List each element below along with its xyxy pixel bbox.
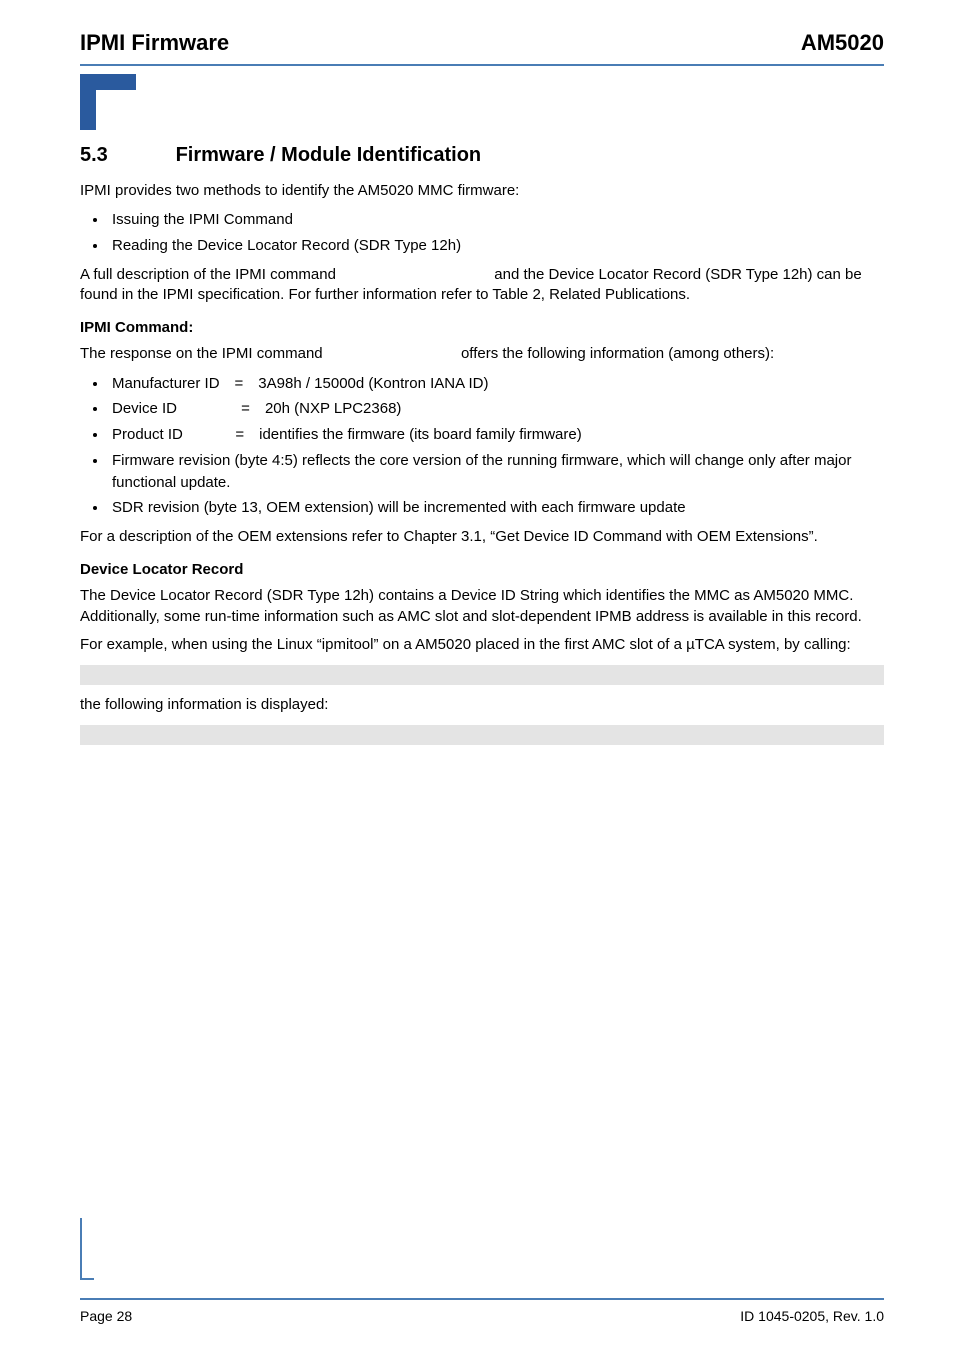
footer-docid: ID 1045-0205, Rev. 1.0 bbox=[740, 1308, 884, 1324]
full-description: A full description of the IPMI command a… bbox=[80, 265, 884, 306]
section-number: 5.3 bbox=[80, 144, 170, 167]
device-locator-heading: Device Locator Record bbox=[80, 561, 884, 578]
list-item: Reading the Device Locator Record (SDR T… bbox=[108, 235, 884, 257]
oem-reference: For a description of the OEM extensions … bbox=[80, 527, 884, 547]
following-info: the following information is displayed: bbox=[80, 695, 884, 715]
methods-list: Issuing the IPMI Command Reading the Dev… bbox=[108, 209, 884, 257]
header-right: AM5020 bbox=[801, 30, 884, 56]
list-item: Firmware revision (byte 4:5) reflects th… bbox=[108, 450, 884, 494]
text-run: A full description of the IPMI command bbox=[80, 266, 340, 283]
list-item: Issuing the IPMI Command bbox=[108, 209, 884, 231]
device-locator-p1: The Device Locator Record (SDR Type 12h)… bbox=[80, 586, 884, 627]
page-footer: Page 28 ID 1045-0205, Rev. 1.0 bbox=[80, 1290, 884, 1324]
ipmi-command-intro: The response on the IPMI command offers … bbox=[80, 344, 884, 364]
ipmi-command-heading: IPMI Command: bbox=[80, 319, 884, 336]
intro-paragraph: IPMI provides two methods to identify th… bbox=[80, 181, 884, 201]
header-left: IPMI Firmware bbox=[80, 30, 229, 56]
section-heading: 5.3 Firmware / Module Identification bbox=[80, 144, 884, 167]
section-title: Firmware / Module Identification bbox=[176, 144, 482, 166]
list-item: Product ID = identifies the firmware (it… bbox=[108, 424, 884, 446]
footer-bracket-decoration bbox=[80, 1218, 94, 1280]
code-placeholder-bar bbox=[80, 665, 884, 685]
brand-logo bbox=[80, 74, 160, 134]
footer-page: Page 28 bbox=[80, 1308, 132, 1324]
text-run: offers the following information (among … bbox=[461, 345, 774, 362]
device-locator-p2: For example, when using the Linux “ipmit… bbox=[80, 635, 884, 655]
output-placeholder-bar bbox=[80, 725, 884, 745]
footer-rule bbox=[80, 1298, 884, 1300]
command-details-list: Manufacturer ID = 3A98h / 15000d (Kontro… bbox=[108, 373, 884, 520]
header-rule bbox=[80, 64, 884, 66]
list-item: SDR revision (byte 13, OEM extension) wi… bbox=[108, 497, 884, 519]
text-run: The response on the IPMI command bbox=[80, 345, 327, 362]
list-item: Manufacturer ID = 3A98h / 15000d (Kontro… bbox=[108, 373, 884, 395]
list-item: Device ID = 20h (NXP LPC2368) bbox=[108, 398, 884, 420]
